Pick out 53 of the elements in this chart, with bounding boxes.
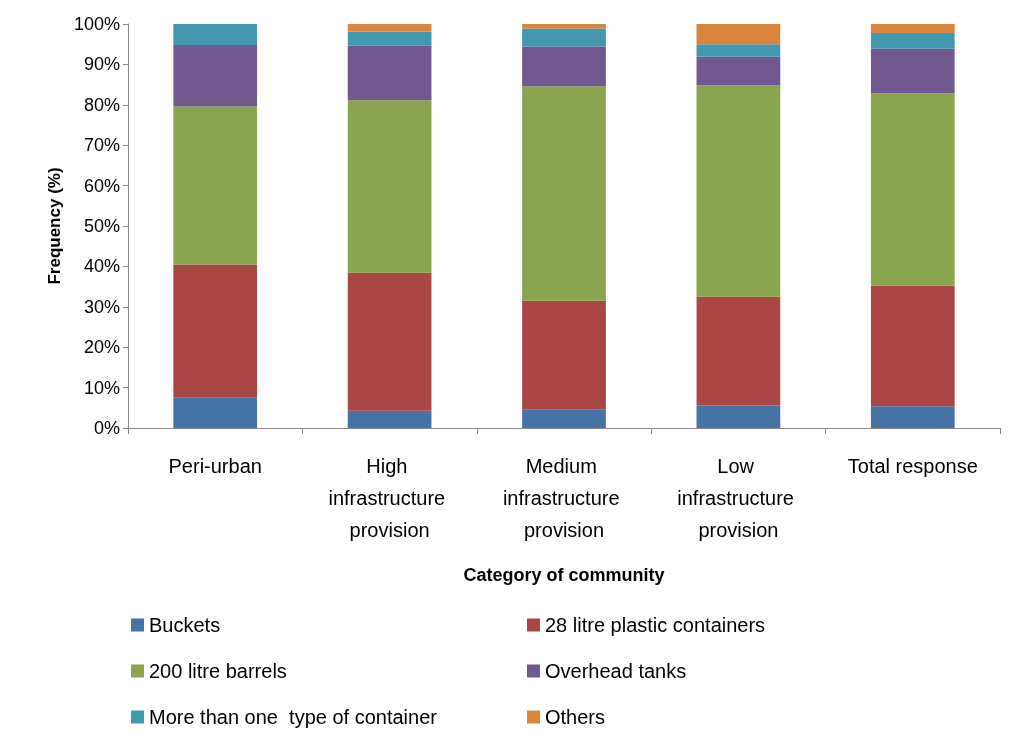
bar [696,24,781,45]
bar [870,24,955,33]
y-tick-label: 90% [83,54,120,75]
legend-label: Buckets [149,614,221,636]
bar [522,409,606,428]
legend-label: Overhead tanks [545,660,687,682]
bar [173,45,258,107]
x-tick-label: Total response [847,455,978,477]
y-tick-label: 100% [73,14,120,34]
bar [173,24,258,46]
bar [522,86,606,301]
bar [870,93,955,286]
bar [870,285,955,407]
bar [173,106,258,265]
y-tick-label: 50% [83,216,120,236]
x-tick-label: High infrastructure provision [328,455,451,541]
bar [522,46,606,87]
bar [347,272,432,411]
legend-label: More than one type of container [149,706,438,728]
y-axis-title: Frequency (%) [45,167,65,285]
bar [347,24,432,32]
legend-label: Others [545,706,606,728]
y-tick-label: 0% [93,418,120,438]
bar [347,31,432,46]
bar [870,406,955,428]
y-tick-label: 70% [83,135,120,156]
y-tick-label: 40% [83,256,120,277]
bar [522,28,606,47]
y-tick-label: 80% [83,94,120,115]
bar [347,410,432,428]
x-tick-label: Medium infrastructure provision [502,455,626,541]
y-tick-label: 10% [83,377,120,398]
bar [696,296,781,406]
x-tick-label: Low infrastructure provision [677,455,800,541]
bar [347,45,432,101]
y-tick-label: 60% [83,175,120,196]
bar [870,32,955,49]
x-tick-label: Peri-urban [168,455,262,477]
bar [696,44,781,57]
bar [870,48,955,94]
bar [173,397,258,428]
bar [347,100,432,273]
bar [522,24,606,29]
x-axis-title: Category of community [463,565,665,585]
y-tick-label: 30% [83,296,120,317]
bar [522,300,606,410]
y-tick-label: 20% [83,337,120,358]
bar [696,56,781,86]
legend-label: 28 litre plastic containers [545,614,766,636]
bar [696,405,781,428]
bar [696,85,781,297]
legend-label: 200 litre barrels [149,660,287,682]
bar [173,264,258,398]
